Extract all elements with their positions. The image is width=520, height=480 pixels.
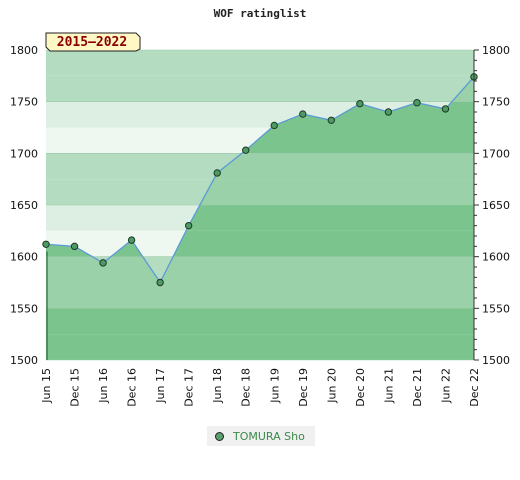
area-band <box>46 282 474 309</box>
legend-marker-icon <box>215 431 224 441</box>
x-tick-label: Jun 16 <box>97 368 110 404</box>
x-tick-label: Jun 21 <box>382 368 395 404</box>
y-tick-label-right: 1600 <box>482 251 510 264</box>
data-point <box>270 121 278 130</box>
x-axis: Jun 15 Dec 15 Jun 16 Dec 16 Jun 17 Dec 17 Jun … <box>40 368 481 407</box>
y-tick-label-right: 1700 <box>482 147 510 160</box>
data-point <box>184 221 193 230</box>
x-tick-label: Dec 18 <box>240 368 253 407</box>
legend: TOMURA Sho <box>207 426 315 446</box>
data-point <box>327 116 336 124</box>
data-point <box>441 105 450 113</box>
data-point <box>356 100 364 108</box>
series-line <box>45 76 475 284</box>
legend-label: TOMURA Sho <box>233 429 305 443</box>
rating-markers <box>42 73 478 287</box>
y-axis-left: 1500 1550 1600 1650 1700 1750 1800 <box>10 44 48 367</box>
y-tick-label-left: 1800 <box>10 44 38 57</box>
x-tick-label: Jun 15 <box>40 368 53 404</box>
y-tick-label-right: 1500 <box>482 354 510 367</box>
y-tick-label-left: 1700 <box>10 147 38 160</box>
data-point <box>99 259 107 267</box>
chart-title: WOF ratinglist <box>214 7 307 20</box>
y-tick-label-left: 1750 <box>10 96 38 109</box>
y-tick-label-left: 1550 <box>10 302 38 315</box>
x-tick-label: Dec 21 <box>411 368 424 407</box>
y-tick-label-right: 1550 <box>482 302 510 315</box>
x-tick-label: Dec 17 <box>183 368 196 407</box>
area-band <box>46 334 474 360</box>
data-point <box>127 236 136 244</box>
x-tick-label: Jun 18 <box>211 368 224 404</box>
data-point <box>70 242 79 251</box>
x-tick-label: Dec 16 <box>126 368 139 407</box>
data-point <box>156 278 164 287</box>
data-point <box>413 99 421 107</box>
data-point <box>42 240 50 248</box>
y-tick-label-right: 1750 <box>482 96 510 109</box>
background-band <box>46 50 474 76</box>
period-badge-text: 2015–2022 <box>57 35 127 50</box>
x-tick-label: Dec 19 <box>297 368 310 407</box>
x-tick-label: Dec 20 <box>354 368 367 407</box>
y-axis-right: 1500 1550 1600 1650 1700 1750 1800 <box>473 44 510 367</box>
x-tick-label: Jun 19 <box>268 368 281 404</box>
y-tick-label-left: 1600 <box>10 251 38 264</box>
y-tick-label-right: 1650 <box>482 199 510 212</box>
period-badge: 2015–2022 <box>45 32 141 52</box>
data-point <box>384 108 393 116</box>
x-tick-label: Jun 20 <box>325 368 338 404</box>
area-band <box>46 256 474 283</box>
y-tick-label-left: 1500 <box>10 354 38 367</box>
data-point <box>242 146 250 154</box>
data-point <box>213 169 221 177</box>
x-tick-label: Jun 22 <box>439 368 452 404</box>
x-tick-label: Dec 15 <box>69 368 82 407</box>
x-tick-label: Jun 17 <box>154 368 167 404</box>
background-band <box>46 75 474 102</box>
data-point <box>299 110 307 118</box>
y-tick-label-right: 1800 <box>482 44 510 57</box>
grid-lines <box>46 49 474 361</box>
rating-line <box>45 76 475 284</box>
y-tick-label-left: 1650 <box>10 199 38 212</box>
x-tick-label: Dec 22 <box>468 368 481 407</box>
area-band <box>46 308 474 335</box>
